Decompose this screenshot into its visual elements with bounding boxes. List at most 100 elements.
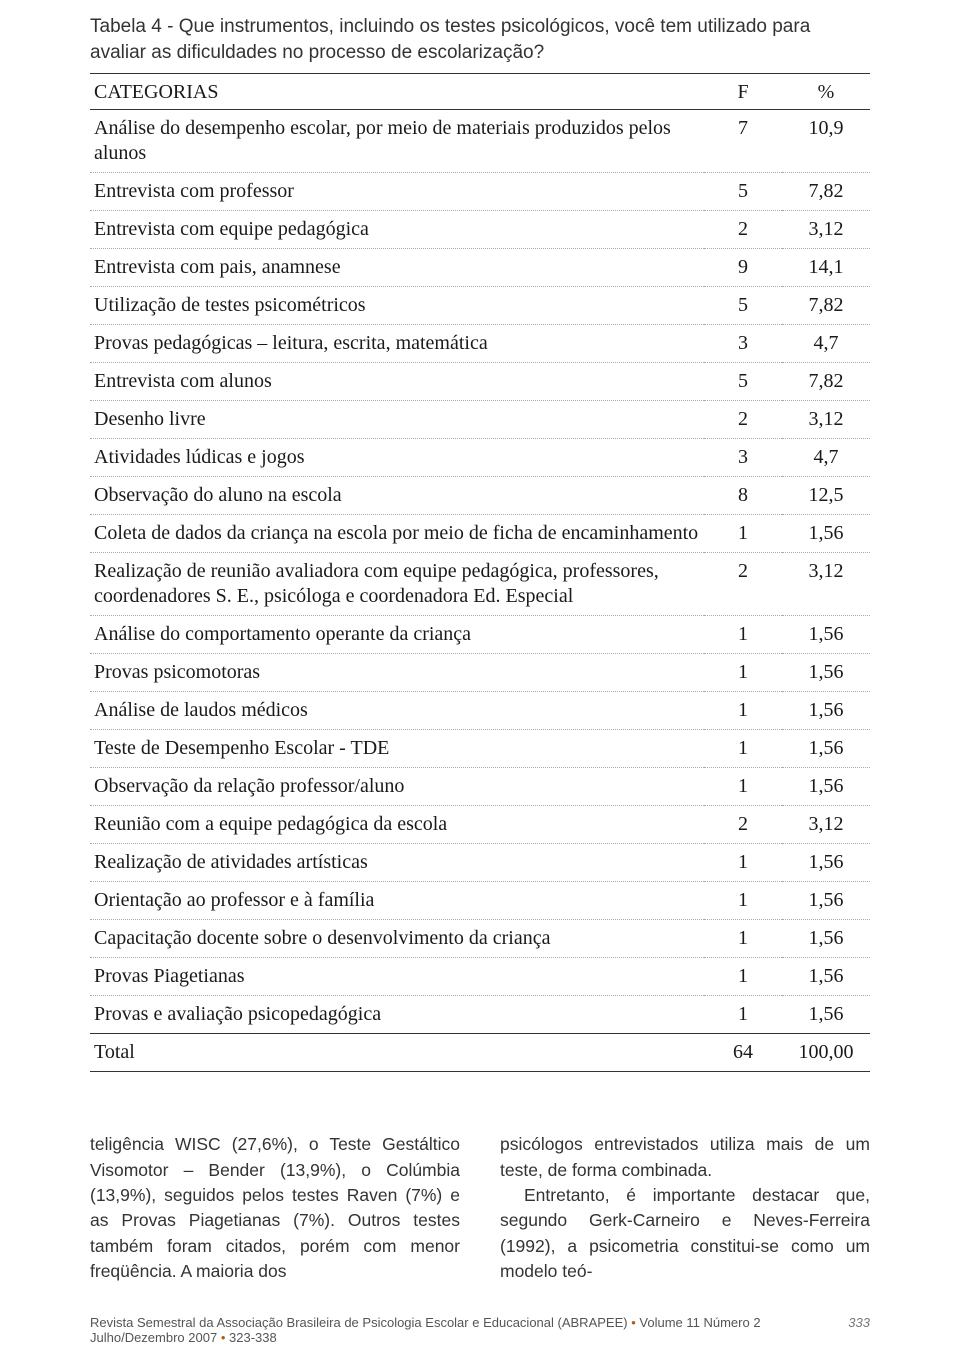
- footer-pages: 323-338: [229, 1330, 277, 1345]
- table-row: Desenho livre23,12: [90, 401, 870, 439]
- cell-category: Entrevista com alunos: [90, 363, 704, 401]
- cell-percent: 4,7: [782, 325, 870, 363]
- table-row: Provas e avaliação psicopedagógica11,56: [90, 996, 870, 1034]
- body-col-left: teligência WISC (27,6%), o Teste Gestált…: [90, 1132, 460, 1284]
- page: Tabela 4 - Que instrumentos, incluindo o…: [0, 0, 960, 1367]
- cell-category: Análise do desempenho escolar, por meio …: [90, 110, 704, 173]
- cell-category: Provas psicomotoras: [90, 654, 704, 692]
- cell-percent: 1,56: [782, 616, 870, 654]
- table-row: Entrevista com equipe pedagógica23,12: [90, 211, 870, 249]
- table-row: Provas psicomotoras11,56: [90, 654, 870, 692]
- cell-category: Coleta de dados da criança na escola por…: [90, 515, 704, 553]
- table-row: Provas pedagógicas – leitura, escrita, m…: [90, 325, 870, 363]
- table-row: Atividades lúdicas e jogos34,7: [90, 439, 870, 477]
- cell-percent: 4,7: [782, 439, 870, 477]
- cell-frequency: 2: [704, 401, 782, 439]
- cell-category: Entrevista com pais, anamnese: [90, 249, 704, 287]
- table-row: Análise do comportamento operante da cri…: [90, 616, 870, 654]
- body-col-right: psicólogos entrevistados utiliza mais de…: [500, 1132, 870, 1284]
- cell-category: Capacitação docente sobre o desenvolvime…: [90, 920, 704, 958]
- cell-category: Reunião com a equipe pedagógica da escol…: [90, 806, 704, 844]
- cell-category: Entrevista com equipe pedagógica: [90, 211, 704, 249]
- cell-percent: 7,82: [782, 287, 870, 325]
- table-row: Observação do aluno na escola812,5: [90, 477, 870, 515]
- cell-frequency: 1: [704, 882, 782, 920]
- cell-percent: 12,5: [782, 477, 870, 515]
- footer-text: Revista Semestral da Associação Brasilei…: [90, 1315, 848, 1345]
- table-row: Coleta de dados da criança na escola por…: [90, 515, 870, 553]
- cell-percent: 10,9: [782, 110, 870, 173]
- cell-frequency: 1: [704, 692, 782, 730]
- footer-page-number: 333: [848, 1315, 870, 1330]
- cell-frequency: 5: [704, 363, 782, 401]
- cell-percent: 7,82: [782, 173, 870, 211]
- cell-percent: 14,1: [782, 249, 870, 287]
- cell-percent: 1,56: [782, 730, 870, 768]
- cell-total-percent: 100,00: [782, 1034, 870, 1072]
- page-footer: Revista Semestral da Associação Brasilei…: [90, 1315, 870, 1345]
- cell-percent: 1,56: [782, 882, 870, 920]
- table-caption: Tabela 4 - Que instrumentos, incluindo o…: [90, 14, 870, 65]
- table-row: Realização de reunião avaliadora com equ…: [90, 553, 870, 616]
- table-row: Entrevista com pais, anamnese914,1: [90, 249, 870, 287]
- table-header-row: CATEGORIAS F %: [90, 74, 870, 110]
- cell-total-label: Total: [90, 1034, 704, 1072]
- cell-percent: 1,56: [782, 996, 870, 1034]
- cell-frequency: 1: [704, 616, 782, 654]
- cell-frequency: 5: [704, 173, 782, 211]
- cell-frequency: 1: [704, 730, 782, 768]
- cell-percent: 1,56: [782, 692, 870, 730]
- cell-category: Análise do comportamento operante da cri…: [90, 616, 704, 654]
- cell-percent: 1,56: [782, 515, 870, 553]
- table-row: Análise do desempenho escolar, por meio …: [90, 110, 870, 173]
- cell-frequency: 2: [704, 211, 782, 249]
- cell-frequency: 1: [704, 958, 782, 996]
- table-body: CATEGORIAS F % Análise do desempenho esc…: [90, 74, 870, 1072]
- cell-category: Análise de laudos médicos: [90, 692, 704, 730]
- cell-percent: 1,56: [782, 958, 870, 996]
- col-percent: %: [782, 74, 870, 110]
- cell-percent: 3,12: [782, 211, 870, 249]
- cell-frequency: 1: [704, 996, 782, 1034]
- table-row: Orientação ao professor e à família11,56: [90, 882, 870, 920]
- cell-category: Atividades lúdicas e jogos: [90, 439, 704, 477]
- cell-category: Entrevista com professor: [90, 173, 704, 211]
- table-row: Reunião com a equipe pedagógica da escol…: [90, 806, 870, 844]
- cell-percent: 7,82: [782, 363, 870, 401]
- cell-frequency: 2: [704, 806, 782, 844]
- cell-percent: 1,56: [782, 654, 870, 692]
- cell-percent: 1,56: [782, 844, 870, 882]
- cell-category: Utilização de testes psicométricos: [90, 287, 704, 325]
- cell-category: Realização de reunião avaliadora com equ…: [90, 553, 704, 616]
- footer-journal: Revista Semestral da Associação Brasilei…: [90, 1315, 628, 1330]
- table-row: Análise de laudos médicos11,56: [90, 692, 870, 730]
- cell-category: Realização de atividades artísticas: [90, 844, 704, 882]
- table-row: Realização de atividades artísticas11,56: [90, 844, 870, 882]
- cell-frequency: 1: [704, 920, 782, 958]
- cell-frequency: 9: [704, 249, 782, 287]
- cell-category: Desenho livre: [90, 401, 704, 439]
- col-category: CATEGORIAS: [90, 74, 704, 110]
- cell-frequency: 1: [704, 515, 782, 553]
- table-row: Provas Piagetianas11,56: [90, 958, 870, 996]
- cell-percent: 3,12: [782, 806, 870, 844]
- body-columns: teligência WISC (27,6%), o Teste Gestált…: [90, 1132, 870, 1284]
- col-frequency: F: [704, 74, 782, 110]
- table-row: Entrevista com alunos57,82: [90, 363, 870, 401]
- cell-category: Provas e avaliação psicopedagógica: [90, 996, 704, 1034]
- table-row: Utilização de testes psicométricos57,82: [90, 287, 870, 325]
- cell-percent: 3,12: [782, 401, 870, 439]
- cell-percent: 3,12: [782, 553, 870, 616]
- cell-percent: 1,56: [782, 920, 870, 958]
- body-right-para-1: psicólogos entrevistados utiliza mais de…: [500, 1132, 870, 1183]
- body-right-para-2: Entretanto, é importante destacar que, s…: [500, 1183, 870, 1285]
- cell-frequency: 8: [704, 477, 782, 515]
- cell-total-frequency: 64: [704, 1034, 782, 1072]
- cell-category: Observação do aluno na escola: [90, 477, 704, 515]
- cell-category: Orientação ao professor e à família: [90, 882, 704, 920]
- cell-percent: 1,56: [782, 768, 870, 806]
- cell-category: Provas Piagetianas: [90, 958, 704, 996]
- table-row: Teste de Desempenho Escolar - TDE11,56: [90, 730, 870, 768]
- table-total-row: Total64100,00: [90, 1034, 870, 1072]
- cell-frequency: 1: [704, 654, 782, 692]
